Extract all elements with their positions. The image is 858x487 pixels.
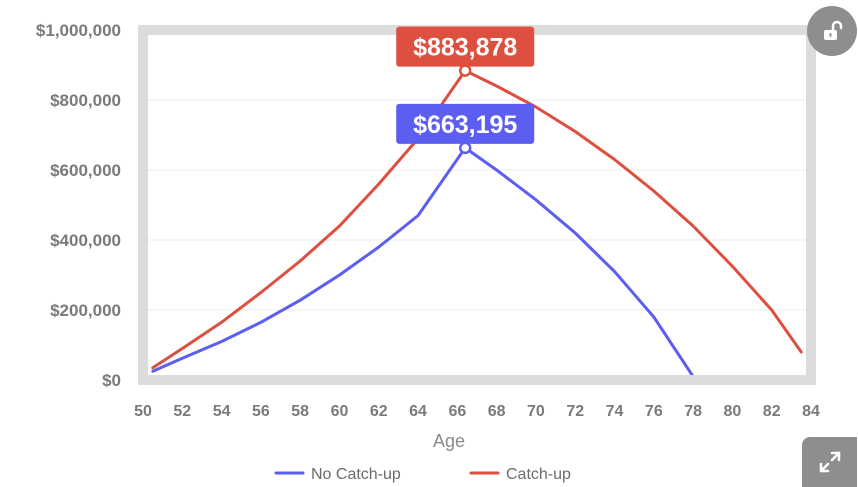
peak-callout-label: $883,878: [413, 34, 517, 62]
legend-item-catch-up[interactable]: Catch-up: [469, 466, 571, 483]
unlock-button[interactable]: [807, 6, 857, 56]
series-line-no-catch-up: [151, 146, 694, 375]
x-tick-label: 54: [213, 403, 231, 420]
x-tick-label: 50: [134, 403, 152, 420]
x-tick-label: 70: [527, 403, 545, 420]
x-tick-label: 72: [566, 403, 584, 420]
y-tick-label: $1,000,000: [36, 21, 121, 40]
x-tick-label: 82: [763, 403, 781, 420]
x-tick-label: 62: [370, 403, 388, 420]
y-tick-label: $0: [102, 371, 121, 390]
expand-button[interactable]: [802, 437, 857, 487]
x-tick-label: 64: [409, 403, 427, 420]
x-tick-label: 84: [802, 403, 820, 420]
x-tick-label: 78: [684, 403, 702, 420]
y-tick-label: $200,000: [50, 301, 121, 320]
x-tick-label: 74: [606, 403, 624, 420]
y-tick-label: $800,000: [50, 91, 121, 110]
legend-label: Catch-up: [506, 466, 571, 483]
x-tick-label: 68: [488, 403, 506, 420]
x-tick-label: 60: [331, 403, 349, 420]
peak-marker: [458, 141, 472, 155]
peak-callout-label: $663,195: [413, 111, 517, 139]
x-tick-label: 76: [645, 403, 663, 420]
peak-marker: [458, 64, 472, 77]
peak-callout-box: [396, 26, 535, 67]
x-tick-label: 66: [448, 403, 466, 420]
legend-label: No Catch-up: [311, 466, 401, 483]
x-tick-label: 52: [173, 403, 191, 420]
y-tick-label: $600,000: [50, 161, 121, 180]
x-axis-label: Age: [433, 431, 465, 451]
x-tick-label: 56: [252, 403, 270, 420]
plot-frame: [138, 25, 816, 385]
x-tick-label: 80: [724, 403, 742, 420]
unlock-icon: [824, 20, 843, 40]
expand-icon: [819, 451, 840, 473]
legend-item-no-catch-up[interactable]: No Catch-up: [274, 466, 401, 483]
series-line-catch-up: [151, 69, 803, 370]
x-tick-label: 58: [291, 403, 309, 420]
peak-callout-box: [396, 103, 535, 144]
y-tick-label: $400,000: [50, 231, 121, 250]
